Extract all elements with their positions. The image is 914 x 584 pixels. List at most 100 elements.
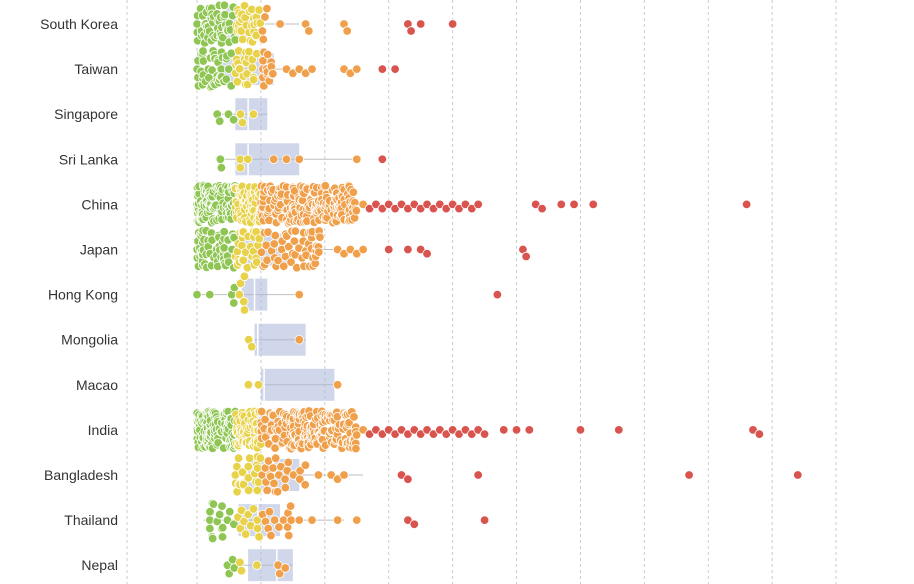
data-point xyxy=(285,501,296,511)
data-point xyxy=(248,504,259,514)
data-point xyxy=(499,425,509,435)
data-point xyxy=(239,305,250,315)
data-point xyxy=(286,515,296,525)
data-point xyxy=(473,470,483,480)
category-label: Sri Lanka xyxy=(59,151,118,167)
data-point xyxy=(307,515,317,525)
data-point xyxy=(218,32,228,43)
data-point xyxy=(270,230,280,241)
data-point xyxy=(241,529,251,539)
data-point xyxy=(684,470,694,480)
data-point xyxy=(260,12,270,22)
data-point xyxy=(537,203,547,214)
data-point xyxy=(214,116,225,126)
data-point xyxy=(219,227,229,237)
category-label: Bangladesh xyxy=(44,467,118,483)
data-point xyxy=(521,251,531,262)
data-point xyxy=(588,199,598,210)
category-label: Mongolia xyxy=(61,332,118,348)
grid-layer xyxy=(126,0,837,584)
data-point xyxy=(294,515,304,525)
data-point xyxy=(229,298,239,308)
data-point xyxy=(198,46,208,56)
data-point xyxy=(332,515,343,525)
data-point xyxy=(239,271,250,282)
data-point xyxy=(247,62,257,73)
data-point xyxy=(268,69,278,79)
data-point xyxy=(793,470,803,480)
data-point xyxy=(205,507,215,517)
data-point xyxy=(274,568,285,579)
data-point xyxy=(254,5,264,15)
data-point xyxy=(256,247,267,258)
label-layer: South Korea Taiwan Singapore Sri Lanka China… xyxy=(40,16,118,573)
data-point xyxy=(222,515,233,525)
category-label: Japan xyxy=(80,242,118,258)
data-point xyxy=(232,76,243,87)
data-point xyxy=(283,457,294,468)
data-point xyxy=(221,74,231,84)
data-point xyxy=(492,289,503,300)
data-point xyxy=(479,429,490,439)
data-point xyxy=(342,26,352,36)
data-point xyxy=(268,154,279,165)
data-point xyxy=(237,117,248,128)
data-point xyxy=(205,523,215,534)
data-point xyxy=(403,244,413,255)
data-point xyxy=(351,206,362,216)
data-point xyxy=(235,162,246,173)
data-point xyxy=(279,261,289,272)
data-point xyxy=(754,429,765,439)
data-point xyxy=(215,154,226,165)
data-point xyxy=(243,461,253,472)
data-point xyxy=(236,566,247,576)
category-label: Singapore xyxy=(54,106,118,122)
data-point xyxy=(614,425,624,435)
data-point xyxy=(377,154,388,165)
data-point xyxy=(263,49,273,60)
data-point xyxy=(273,255,283,266)
data-point xyxy=(348,187,359,197)
category-label: China xyxy=(81,196,118,212)
data-point xyxy=(280,482,291,493)
data-point xyxy=(248,109,259,119)
data-point xyxy=(219,0,230,10)
data-point xyxy=(352,515,362,525)
data-point xyxy=(254,532,264,542)
data-point xyxy=(266,530,276,541)
data-point xyxy=(415,19,426,29)
data-point xyxy=(207,65,217,75)
data-point xyxy=(235,557,245,568)
category-label: Taiwan xyxy=(74,61,118,77)
data-point xyxy=(315,232,325,242)
data-point xyxy=(255,453,266,463)
data-point xyxy=(253,380,264,390)
data-point xyxy=(243,485,254,496)
data-point xyxy=(225,507,235,517)
data-point xyxy=(284,530,294,541)
data-point xyxy=(216,162,227,173)
data-point xyxy=(235,109,246,119)
category-label: South Korea xyxy=(40,16,118,32)
data-point xyxy=(262,3,272,14)
data-point xyxy=(269,239,279,249)
data-point xyxy=(294,154,304,165)
data-point xyxy=(384,244,394,255)
data-point xyxy=(237,467,248,477)
data-point xyxy=(575,425,586,435)
data-point xyxy=(351,430,362,440)
data-point xyxy=(217,532,228,542)
data-point xyxy=(307,64,317,74)
data-point xyxy=(233,453,244,463)
data-point xyxy=(352,154,362,165)
data-point xyxy=(280,474,290,484)
data-point xyxy=(243,154,253,165)
data-point xyxy=(252,485,263,496)
data-point xyxy=(473,199,483,210)
data-point xyxy=(248,75,259,85)
data-point xyxy=(294,289,304,300)
data-point xyxy=(229,519,239,530)
data-point xyxy=(256,406,267,417)
data-point xyxy=(262,485,272,496)
data-point xyxy=(447,19,458,29)
